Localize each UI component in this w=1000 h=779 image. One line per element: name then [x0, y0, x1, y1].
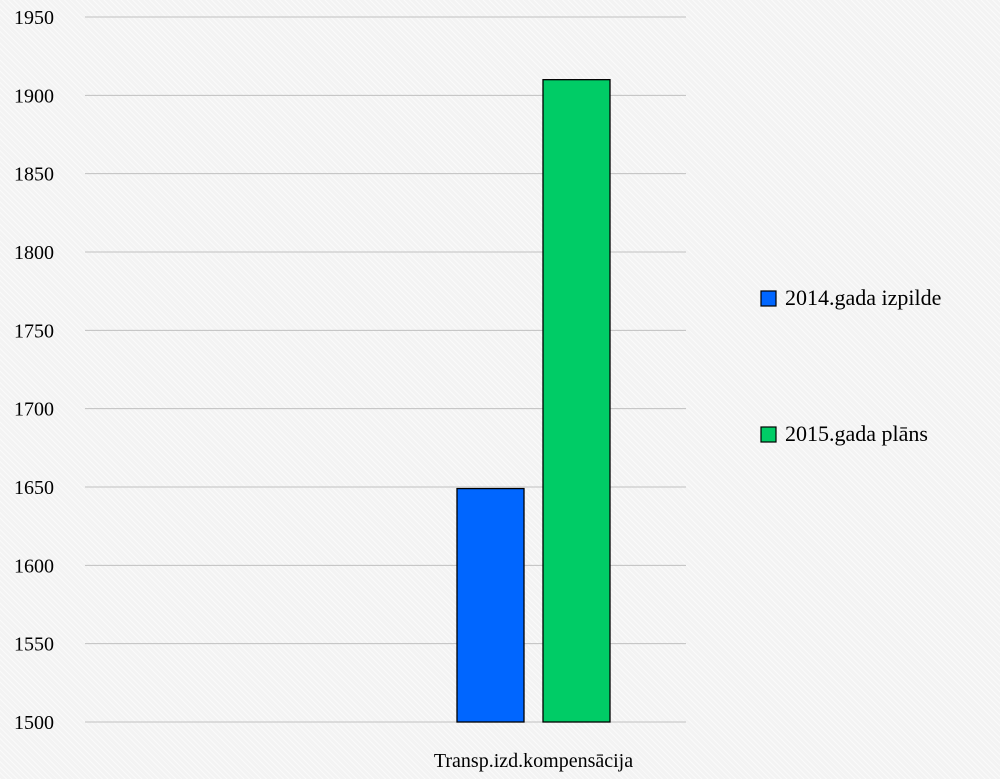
gridlines — [85, 16, 686, 723]
y-tick-label: 1900 — [14, 85, 54, 107]
x-category-label: Transp.izd.kompensācija — [434, 750, 633, 772]
legend-label: 2015.gada plāns — [785, 421, 928, 446]
y-tick-label: 1650 — [14, 477, 54, 499]
y-axis-tick-labels: 1500 1550 1600 1650 1700 1750 1800 1850 1900 1950 — [14, 7, 54, 734]
legend-swatch — [760, 426, 777, 443]
legend: 2014.gada izpilde 2015.gada plāns — [760, 285, 941, 446]
legend-label: 2014.gada izpilde — [785, 285, 941, 310]
bar-series-2 — [542, 79, 611, 723]
y-tick-label: 1550 — [14, 634, 54, 656]
bar-series-1 — [456, 487, 525, 723]
y-tick-label: 1950 — [14, 7, 54, 29]
bars — [456, 79, 611, 723]
y-tick-label: 1700 — [14, 399, 54, 421]
y-tick-label: 1500 — [14, 712, 54, 734]
y-tick-label: 1800 — [14, 242, 54, 264]
x-axis-category-labels: Transp.izd.kompensācija — [434, 750, 633, 772]
y-tick-label: 1750 — [14, 320, 54, 342]
y-tick-label: 1850 — [14, 164, 54, 186]
y-tick-label: 1600 — [14, 555, 54, 577]
legend-swatch — [760, 290, 777, 307]
